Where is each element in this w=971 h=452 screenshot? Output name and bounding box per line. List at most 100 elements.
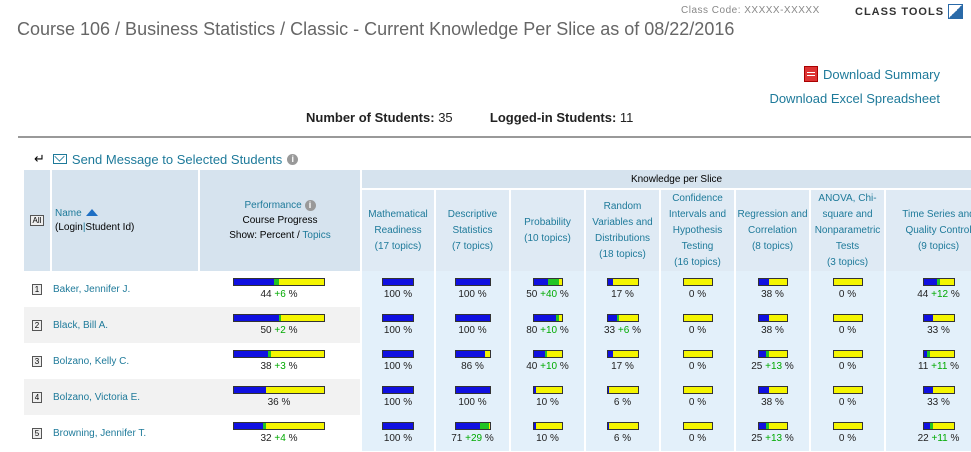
login-sep: |: [82, 221, 86, 233]
slice-cell[interactable]: 0 %: [809, 379, 884, 415]
slice-cell[interactable]: 6 %: [584, 379, 659, 415]
percent-label: 10 %: [536, 397, 559, 408]
class-tools-menu[interactable]: CLASS TOOLS: [855, 4, 964, 19]
percent-base: 100: [383, 361, 401, 372]
slice-cell[interactable]: 100 %: [434, 307, 509, 343]
progress-bar: [682, 422, 713, 430]
slice-cell[interactable]: 50 +40 %: [509, 271, 584, 307]
slice-cell[interactable]: 40 +10 %: [509, 343, 584, 379]
percent-label: 38 %: [761, 325, 784, 336]
slice-topics: (8 topics): [751, 240, 794, 252]
slice-cell[interactable]: 33 %: [884, 307, 971, 343]
student-name[interactable]: Bolzano, Kelly C.: [53, 355, 130, 367]
slice-cell[interactable]: 22 +11 %: [884, 415, 971, 451]
performance-cell[interactable]: 36 %: [198, 379, 360, 415]
slice-header[interactable]: Random Variables and Distributions (18 to…: [584, 188, 659, 271]
student-name[interactable]: Baker, Jennifer J.: [53, 283, 131, 295]
students-value: 35: [438, 110, 453, 125]
slice-cell[interactable]: 0 %: [659, 307, 734, 343]
slice-cell[interactable]: 80 +10 %: [509, 307, 584, 343]
slice-cell[interactable]: 86 %: [434, 343, 509, 379]
slice-cell[interactable]: 100 %: [360, 271, 434, 307]
percent-base: 17: [611, 361, 623, 372]
percent-label: 50 +40 %: [526, 289, 569, 300]
slice-cell[interactable]: 0 %: [659, 415, 734, 451]
performance-link[interactable]: Performance: [244, 200, 302, 211]
slice-cell[interactable]: 17 %: [584, 271, 659, 307]
student-name[interactable]: Browning, Jennifer T.: [53, 427, 147, 439]
slice-cell[interactable]: 17 %: [584, 343, 659, 379]
pdf-icon: [803, 66, 818, 82]
performance-cell[interactable]: 32 +4 %: [198, 415, 360, 451]
send-message-link[interactable]: ↵ Send Message to Selected Students i: [34, 151, 299, 167]
slice-cell[interactable]: 100 %: [434, 271, 509, 307]
slice-cell[interactable]: 25 +13 %: [734, 343, 809, 379]
name-sort-link[interactable]: Name: [55, 207, 82, 219]
slice-cell[interactable]: 38 %: [734, 271, 809, 307]
slice-cell[interactable]: 100 %: [360, 307, 434, 343]
sort-ascending-icon[interactable]: [85, 208, 98, 216]
slice-cell[interactable]: 100 %: [360, 379, 434, 415]
download-summary-link[interactable]: Download Summary: [803, 66, 940, 82]
percent-label: 0 %: [838, 433, 857, 444]
progress-bar: [233, 278, 325, 286]
slice-cell[interactable]: 44 +12 %: [884, 271, 971, 307]
slice-cell[interactable]: 38 %: [734, 379, 809, 415]
row-select-checkbox[interactable]: 5: [31, 427, 43, 439]
row-select-checkbox[interactable]: 3: [31, 355, 43, 367]
slice-cell[interactable]: 0 %: [659, 271, 734, 307]
slice-cell[interactable]: 10 %: [509, 379, 584, 415]
slice-cell[interactable]: 100 %: [360, 415, 434, 451]
slice-cell[interactable]: 0 %: [659, 343, 734, 379]
info-icon[interactable]: i: [304, 200, 316, 211]
percent-increase: +4: [274, 433, 286, 444]
progress-bar: [532, 350, 563, 358]
info-icon[interactable]: i: [287, 153, 299, 165]
percent-increase: +10: [540, 361, 558, 372]
slice-cell[interactable]: 11 +11 %: [884, 343, 971, 379]
performance-cell[interactable]: 50 +2 %: [198, 307, 360, 343]
slice-cell[interactable]: 0 %: [809, 307, 884, 343]
slice-cell[interactable]: 71 +29 %: [434, 415, 509, 451]
edit-grid-icon: [948, 4, 964, 19]
slice-header[interactable]: Descriptive Statistics (7 topics): [434, 188, 509, 271]
slice-cell[interactable]: 10 %: [509, 415, 584, 451]
row-select-checkbox[interactable]: 1: [31, 283, 43, 295]
student-name[interactable]: Black, Bill A.: [50, 307, 198, 343]
select-all-checkbox[interactable]: All: [29, 215, 45, 226]
slice-name: Descriptive Statistics: [447, 208, 498, 236]
performance-cell[interactable]: 44 +6 %: [198, 271, 360, 307]
percent-label: 6 %: [613, 397, 632, 408]
row-select-checkbox[interactable]: 2: [31, 319, 43, 331]
slice-cell[interactable]: 0 %: [659, 379, 734, 415]
slice-cell[interactable]: 38 %: [734, 307, 809, 343]
percent-label: 50 +2 %: [260, 325, 298, 336]
performance-cell[interactable]: 38 +3 %: [198, 343, 360, 379]
slice-header[interactable]: Time Series and Quality Control (9 topics…: [884, 188, 971, 271]
student-row: 1 Baker, Jennifer J. 44 +6 % 100 % 100 % 50 +…: [24, 271, 971, 307]
class-tools-label: CLASS TOOLS: [855, 5, 945, 18]
slice-cell[interactable]: 25 +13 %: [734, 415, 809, 451]
slice-header[interactable]: ANOVA, Chi-square and Nonparametric Test…: [809, 188, 884, 271]
percent-label: 80 +10 %: [526, 325, 569, 336]
slice-cell[interactable]: 33 %: [884, 379, 971, 415]
row-select-checkbox[interactable]: 4: [31, 391, 43, 403]
download-excel-link[interactable]: Download Excel Spreadsheet: [769, 91, 940, 106]
topics-toggle-link[interactable]: Topics: [302, 230, 331, 241]
slice-cell[interactable]: 100 %: [434, 379, 509, 415]
percent-base: 44: [260, 289, 272, 300]
slice-header[interactable]: Probability (10 topics): [509, 188, 584, 271]
slice-cell[interactable]: 0 %: [809, 271, 884, 307]
slice-cell[interactable]: 0 %: [809, 415, 884, 451]
slice-topics: (18 topics): [599, 248, 646, 260]
slice-header[interactable]: Mathematical Readiness (17 topics): [360, 188, 434, 271]
slice-cell[interactable]: 33 +6 %: [584, 307, 659, 343]
slice-cell[interactable]: 100 %: [360, 343, 434, 379]
slice-header[interactable]: Confidence Intervals and Hypothesis Test…: [659, 188, 734, 271]
student-name[interactable]: Bolzano, Victoria E.: [50, 379, 198, 415]
percent-base: 38: [260, 361, 272, 372]
slice-cell[interactable]: 6 %: [584, 415, 659, 451]
slice-cell[interactable]: 0 %: [809, 343, 884, 379]
percent-base: 36: [267, 397, 279, 408]
slice-header[interactable]: Regression and Correlation (8 topics): [734, 188, 809, 271]
